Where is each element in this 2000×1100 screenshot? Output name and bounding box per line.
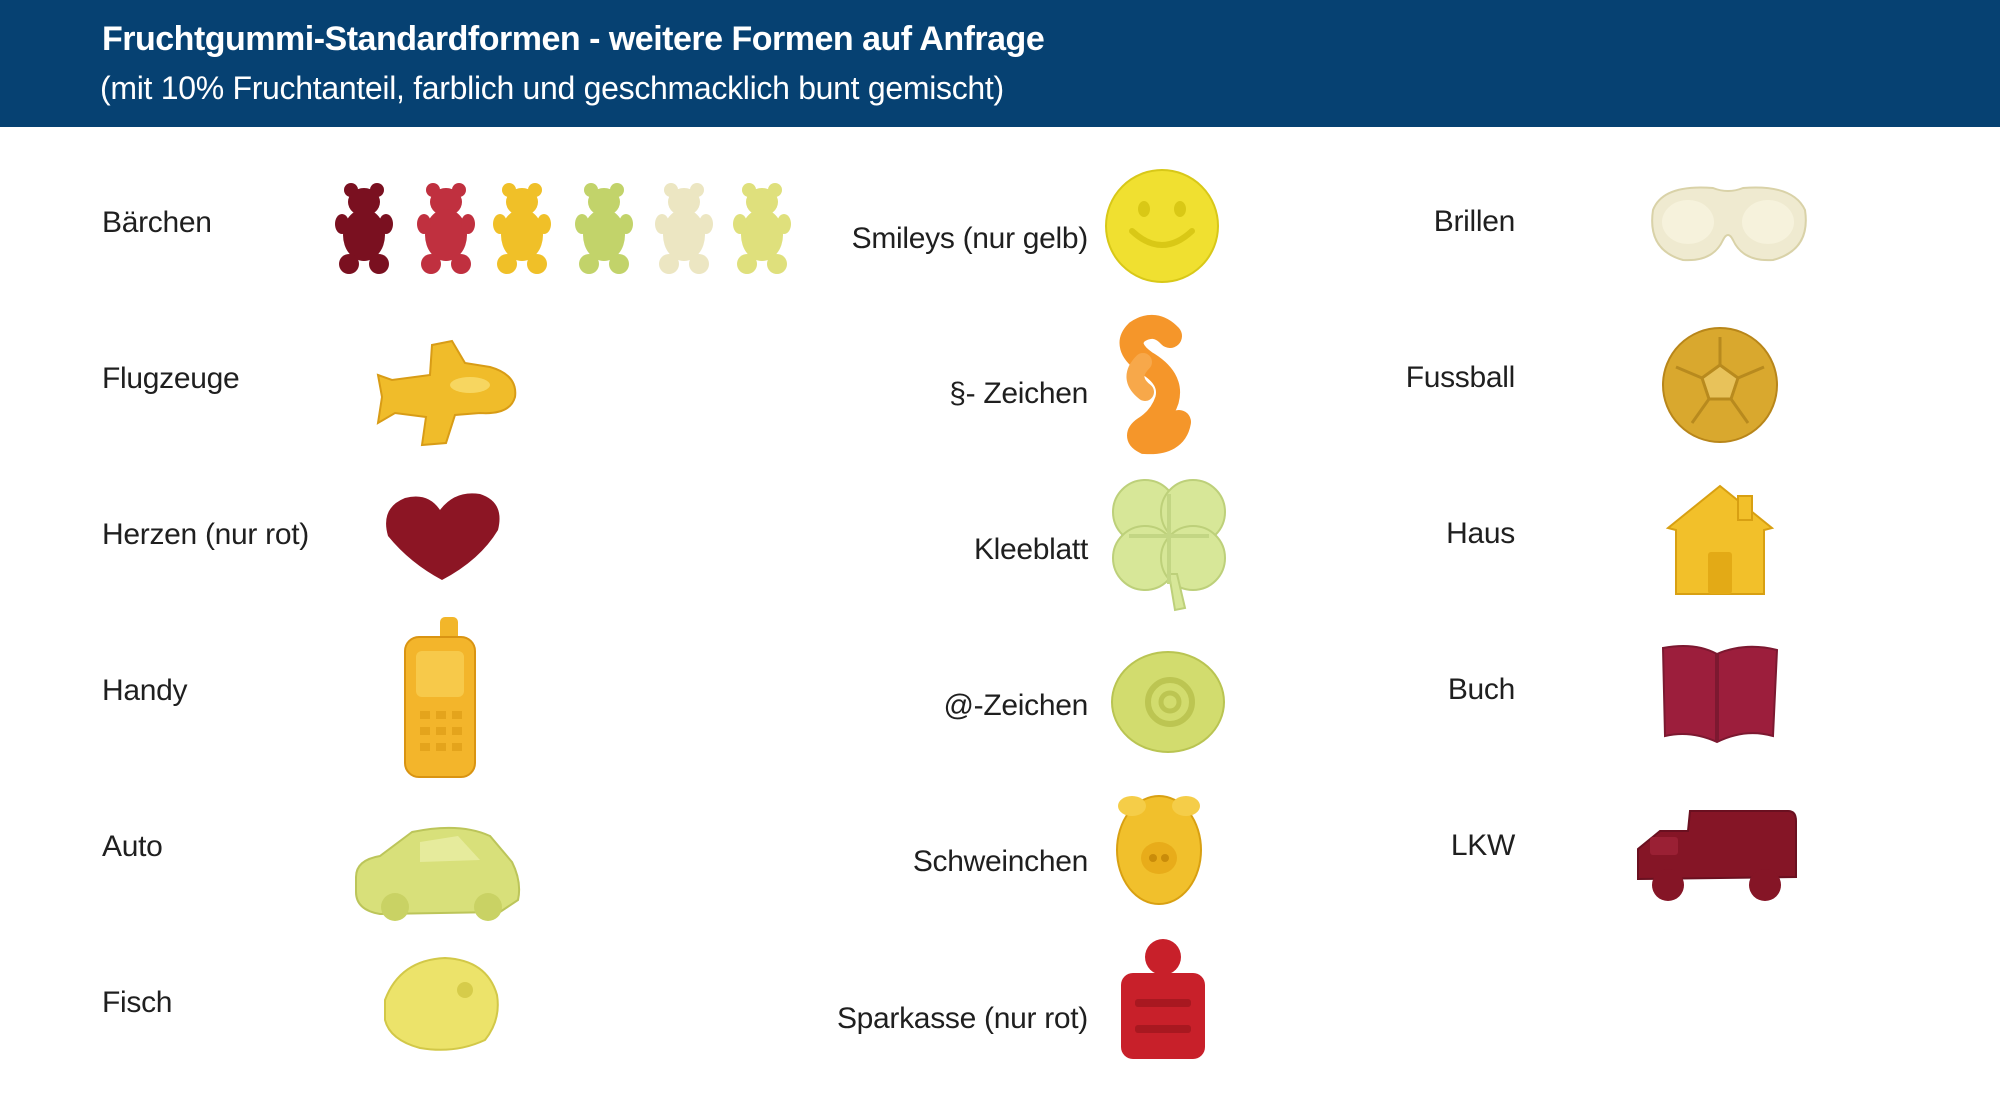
label-buch: Buch (1447, 673, 1515, 706)
page-subtitle: (mit 10% Fruchtanteil, farblich und gesc… (100, 70, 1004, 106)
sparkasse-gummy-image (1121, 939, 1205, 1059)
label-haus: Haus (1446, 517, 1515, 550)
label-smileys: Smileys (nur gelb) (851, 222, 1089, 255)
gummy-bears-image (335, 183, 791, 274)
car-gummy-image (355, 826, 521, 921)
smiley-gummy-image (1105, 169, 1219, 283)
label-at-zeichen: @-Zeichen (943, 689, 1089, 722)
football-gummy-image (1662, 327, 1778, 443)
cloverleaf-gummy-image (1112, 479, 1226, 612)
label-auto: Auto (102, 830, 163, 863)
label-lkw: LKW (1450, 829, 1515, 862)
label-handy: Handy (102, 674, 188, 707)
house-gummy-image (1665, 484, 1775, 595)
header-banner: Fruchtgummi-Standardformen - weitere For… (0, 0, 2000, 127)
phone-gummy-image (404, 617, 476, 778)
at-sign-gummy-image (1111, 651, 1225, 753)
paragraph-gummy-image (1119, 314, 1191, 455)
label-fussball: Fussball (1405, 361, 1516, 394)
label-baerchen: Bärchen (102, 206, 212, 239)
glasses-gummy-image (1651, 186, 1807, 262)
airplane-gummy-image (376, 339, 517, 447)
label-sparkasse: Sparkasse (nur rot) (836, 1002, 1088, 1035)
label-paragraph: §- Zeichen (949, 377, 1088, 410)
label-herzen: Herzen (nur rot) (102, 518, 309, 551)
label-brillen: Brillen (1433, 205, 1516, 238)
fish-gummy-image (384, 956, 499, 1051)
page-title: Fruchtgummi-Standardformen - weitere For… (102, 20, 1045, 58)
book-gummy-image (1661, 645, 1779, 744)
label-flugzeuge: Flugzeuge (102, 362, 240, 395)
label-schweinchen: Schweinchen (912, 845, 1088, 878)
heart-gummy-image (386, 493, 500, 580)
truck-gummy-image (1637, 810, 1797, 901)
piglet-gummy-image (1116, 795, 1202, 905)
label-fisch: Fisch (102, 986, 173, 1019)
label-kleeblatt: Kleeblatt (973, 533, 1088, 566)
